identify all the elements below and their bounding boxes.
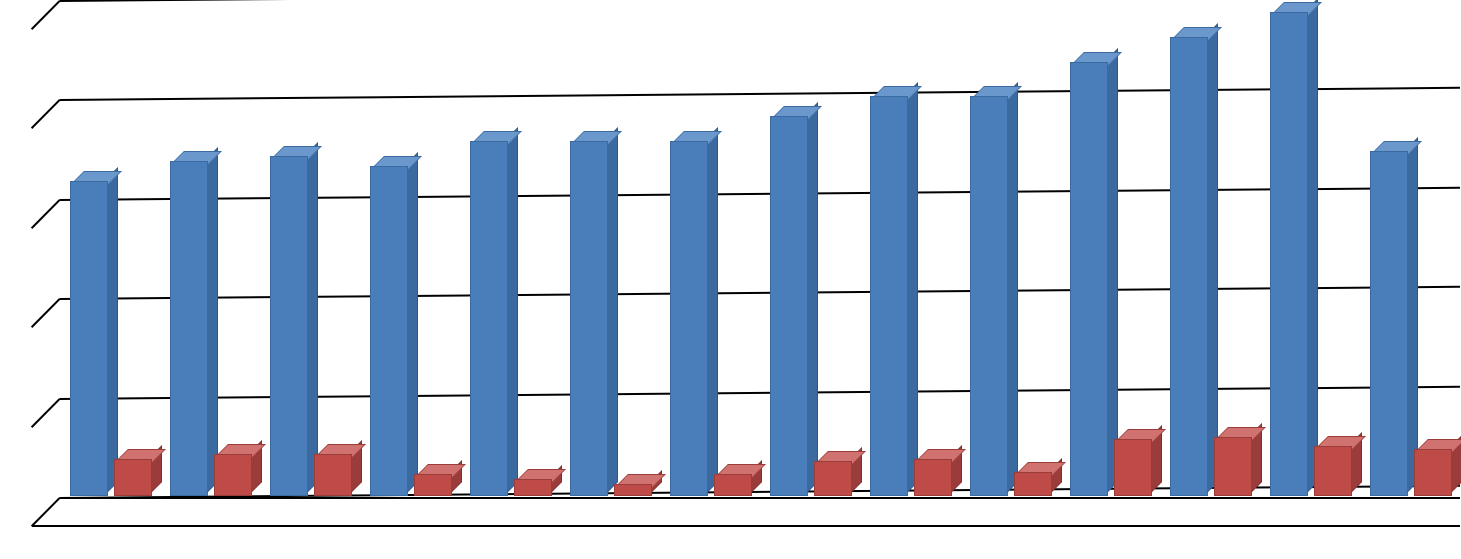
series-b-bar <box>814 463 850 496</box>
bar-front <box>470 141 508 496</box>
y-axis-ticks <box>0 0 60 540</box>
bar-front <box>1114 439 1152 496</box>
bar-front <box>1070 62 1108 496</box>
series-a-bar <box>770 118 806 496</box>
bar-front <box>514 479 552 496</box>
series-b-bar <box>714 476 750 496</box>
bar-front <box>770 116 808 496</box>
bar-front <box>1214 437 1252 496</box>
plot-area <box>60 0 1460 540</box>
series-a-bar <box>370 168 406 496</box>
bar-chart-3d <box>0 0 1461 559</box>
bar-front <box>914 459 952 496</box>
series-b-bar <box>214 456 250 496</box>
bar-front <box>1370 151 1408 496</box>
series-b-bar <box>1114 441 1150 496</box>
bar-front <box>714 474 752 496</box>
series-b-bar <box>414 476 450 496</box>
series-a-bar <box>1270 14 1306 496</box>
series-a-bar <box>1070 64 1106 496</box>
bar-front <box>870 96 908 496</box>
bar-front <box>614 484 652 496</box>
series-a-bar <box>670 143 706 496</box>
series-a-bar <box>270 158 306 496</box>
series-b-bar <box>614 486 650 496</box>
series-b-bar <box>914 461 950 496</box>
series-b-bar <box>1414 451 1450 496</box>
bar-front <box>1270 12 1308 496</box>
series-a-bar <box>570 143 606 496</box>
bar-front <box>1170 37 1208 496</box>
bar-front <box>314 454 352 496</box>
series-a-bar <box>70 183 106 496</box>
bar-front <box>70 181 108 496</box>
bar-front <box>970 96 1008 496</box>
bars-layer <box>60 0 1460 527</box>
series-b-bar <box>1314 448 1350 496</box>
series-a-bar <box>470 143 506 496</box>
bar-front <box>214 454 252 496</box>
bar-front <box>114 459 152 496</box>
bar-front <box>270 156 308 496</box>
series-a-bar <box>170 163 206 496</box>
bar-front <box>814 461 852 496</box>
series-b-bar <box>1014 474 1050 496</box>
bar-front <box>1414 449 1452 496</box>
series-a-bar <box>1370 153 1406 496</box>
series-a-bar <box>970 98 1006 496</box>
bar-front <box>570 141 608 496</box>
series-b-bar <box>514 481 550 496</box>
bar-front <box>1014 472 1052 496</box>
bar-front <box>370 166 408 496</box>
bar-front <box>170 161 208 496</box>
series-a-bar <box>1170 39 1206 496</box>
series-b-bar <box>314 456 350 496</box>
bar-front <box>670 141 708 496</box>
series-b-bar <box>114 461 150 496</box>
series-a-bar <box>870 98 906 496</box>
bar-front <box>1314 446 1352 496</box>
series-b-bar <box>1214 439 1250 496</box>
bar-front <box>414 474 452 496</box>
